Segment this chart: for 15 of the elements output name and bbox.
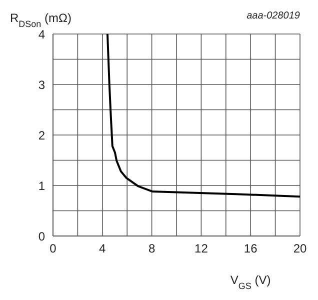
x-tick-label: 0 xyxy=(50,242,57,256)
y-tick-label: 0 xyxy=(38,229,46,244)
line-series xyxy=(106,34,300,198)
y-tick-label: 3 xyxy=(38,78,46,92)
x-tick-label: 4 xyxy=(99,242,106,256)
x-tick-label: 16 xyxy=(244,242,258,256)
x-tick-label: 8 xyxy=(148,242,156,256)
text: aaa-028019 xyxy=(246,10,300,22)
x-tick-label: 12 xyxy=(194,242,208,256)
x-tick-label: 20 xyxy=(293,242,307,256)
y-tick-label: 2 xyxy=(38,128,46,142)
y-axis-title: R$_{DSon}$ (mΩ) xyxy=(10,11,72,29)
y-tick-label: 4 xyxy=(38,27,46,42)
y-tick-label: 1 xyxy=(38,178,46,193)
x-axis-title: V$_{GS}$ (V) xyxy=(230,273,271,291)
